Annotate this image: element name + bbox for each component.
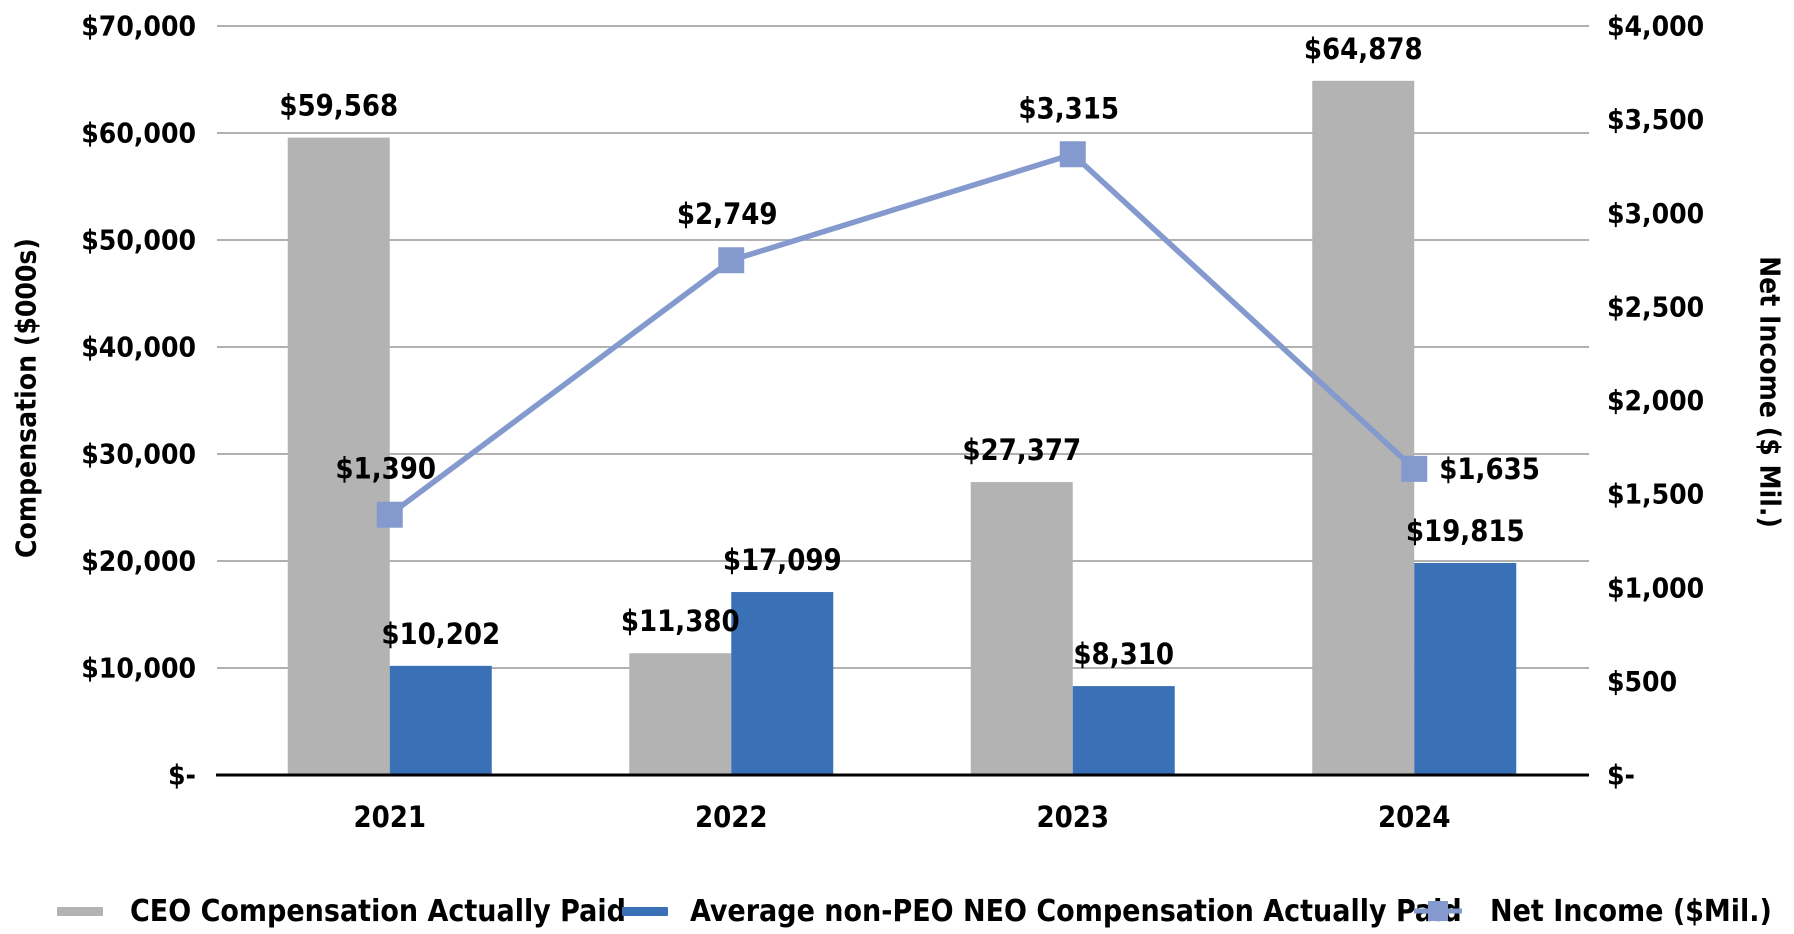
left-axis-tick-label: $70,000 bbox=[81, 10, 196, 43]
data-label-neo-2024: $19,815 bbox=[1406, 514, 1525, 548]
left-axis-tick-label: $- bbox=[168, 759, 196, 792]
left-axis-tick-label: $10,000 bbox=[81, 652, 196, 685]
right-axis-title: Net Income ($ Mil.) bbox=[1753, 256, 1787, 528]
bar-neo-2024 bbox=[1414, 562, 1517, 775]
legend-label-neo-compensation: Average non-PEO NEO Compensation Actuall… bbox=[690, 893, 1462, 929]
left-axis-tick-label: $40,000 bbox=[81, 331, 196, 364]
left-axis-tick-label: $50,000 bbox=[81, 224, 196, 257]
net-income-marker-2024 bbox=[1401, 455, 1428, 482]
bar-ceo-2024 bbox=[1312, 80, 1415, 775]
right-axis-tick-label: $- bbox=[1607, 759, 1635, 792]
right-axis-tick-label: $3,500 bbox=[1607, 103, 1704, 136]
legend-swatch-net-income-line-marker-icon bbox=[1414, 901, 1462, 921]
legend-label-ceo-compensation: CEO Compensation Actually Paid bbox=[130, 893, 626, 929]
bar-neo-2022 bbox=[731, 592, 834, 775]
left-axis-title: Compensation ($000s) bbox=[9, 238, 43, 558]
legend-item-net-income: Net Income ($Mil.) bbox=[1414, 888, 1772, 934]
right-axis-tick-label: $1,500 bbox=[1607, 478, 1704, 511]
bar-ceo-2023 bbox=[970, 482, 1073, 775]
data-label-neo-2022: $17,099 bbox=[723, 543, 842, 577]
bar-ceo-2021 bbox=[287, 137, 390, 775]
legend-label-net-income: Net Income ($Mil.) bbox=[1490, 893, 1772, 929]
data-label-net-income-2023: $3,315 bbox=[1018, 91, 1119, 125]
right-axis-tick-label: $2,500 bbox=[1607, 290, 1704, 323]
net-income-line bbox=[388, 151, 1417, 517]
bar-neo-2023 bbox=[1072, 686, 1175, 775]
left-axis-tick-label: $30,000 bbox=[81, 438, 196, 471]
data-label-ceo-2023: $27,377 bbox=[962, 433, 1081, 467]
data-label-net-income-2022: $2,749 bbox=[677, 197, 778, 231]
net-income-marker-2021 bbox=[376, 501, 403, 528]
data-label-ceo-2024: $64,878 bbox=[1304, 32, 1423, 66]
x-axis-label-2024: 2024 bbox=[1378, 800, 1451, 834]
data-label-net-income-2024: $1,635 bbox=[1439, 452, 1540, 486]
data-label-neo-2023: $8,310 bbox=[1073, 637, 1174, 671]
right-axis-tick-label: $2,000 bbox=[1607, 384, 1704, 417]
net-income-marker-2022 bbox=[718, 247, 745, 274]
net-income-marker-2023 bbox=[1059, 141, 1086, 168]
x-axis-label-2022: 2022 bbox=[695, 800, 768, 834]
x-axis-label-2023: 2023 bbox=[1036, 800, 1109, 834]
legend-swatch-neo-compensation bbox=[622, 906, 668, 916]
data-label-ceo-2021: $59,568 bbox=[279, 89, 398, 123]
legend-item-neo-compensation: Average non-PEO NEO Compensation Actuall… bbox=[622, 888, 1462, 934]
right-axis-tick-label: $500 bbox=[1607, 665, 1677, 698]
x-axis-label-2021: 2021 bbox=[353, 800, 426, 834]
right-axis-tick-label: $4,000 bbox=[1607, 10, 1704, 43]
data-label-ceo-2022: $11,380 bbox=[621, 604, 740, 638]
legend-item-ceo-compensation: CEO Compensation Actually Paid bbox=[57, 888, 626, 934]
right-axis-tick-label: $1,000 bbox=[1607, 571, 1704, 604]
legend-swatch-ceo-compensation bbox=[57, 906, 103, 916]
data-label-neo-2021: $10,202 bbox=[381, 617, 500, 651]
left-axis-tick-label: $60,000 bbox=[81, 117, 196, 150]
data-label-net-income-2021: $1,390 bbox=[335, 452, 436, 486]
left-axis-tick-label: $20,000 bbox=[81, 545, 196, 578]
chart-legend: CEO Compensation Actually Paid Average n… bbox=[0, 888, 1794, 934]
bar-neo-2021 bbox=[389, 665, 492, 775]
right-axis-tick-label: $3,000 bbox=[1607, 197, 1704, 230]
bar-ceo-2022 bbox=[629, 653, 732, 775]
